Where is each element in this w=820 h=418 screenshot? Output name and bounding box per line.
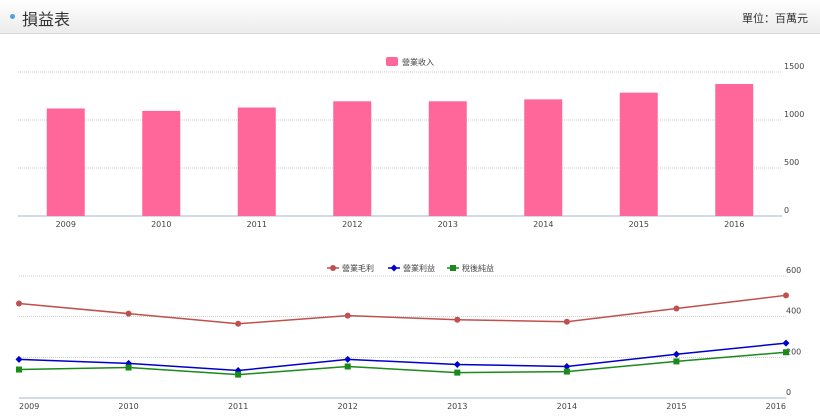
bar-x-tick-label: 2009 bbox=[56, 220, 76, 229]
bar-y-tick-label: 1000 bbox=[784, 110, 804, 119]
revenue-bar bbox=[428, 101, 467, 216]
bar-x-tick-label: 2016 bbox=[724, 220, 744, 229]
operating-income-point bbox=[344, 355, 352, 363]
line-y-tick-label: 400 bbox=[786, 307, 801, 316]
operating-income-point bbox=[672, 350, 680, 358]
gross-profit-legend-label: 營業毛利 bbox=[342, 263, 374, 273]
revenue-bar bbox=[524, 99, 563, 216]
line-x-tick-label: 2009 bbox=[19, 402, 39, 411]
net-income-point bbox=[563, 368, 570, 375]
gross-profit-line bbox=[18, 294, 787, 325]
gross-profit-point bbox=[235, 320, 242, 327]
net-income-point bbox=[454, 369, 461, 376]
line-x-tick-label: 2015 bbox=[666, 402, 686, 411]
gross-profit-point bbox=[783, 292, 789, 299]
gross-profit-point bbox=[125, 310, 132, 317]
bar-x-tick-label: 2010 bbox=[151, 220, 171, 229]
line-x-tick-label: 2014 bbox=[557, 402, 577, 411]
net-income-point bbox=[16, 366, 22, 373]
revenue-bar bbox=[46, 108, 85, 216]
operating-income-point bbox=[782, 339, 790, 347]
gross-profit-legend-marker bbox=[330, 265, 336, 271]
bar-x-tick-label: 2015 bbox=[629, 220, 649, 229]
operating-income-point bbox=[453, 360, 461, 368]
operating-income-legend-marker bbox=[390, 264, 398, 272]
gross-profit-point bbox=[344, 312, 351, 319]
bar-x-tick-label: 2014 bbox=[533, 220, 553, 229]
operating-income-line bbox=[18, 342, 787, 372]
bar-x-tick-label: 2011 bbox=[247, 220, 267, 229]
operating-income-point bbox=[563, 362, 571, 370]
line-x-tick-label: 2010 bbox=[118, 402, 138, 411]
operating-income-point bbox=[15, 355, 23, 363]
gross-profit-point bbox=[454, 316, 461, 323]
revenue-bar bbox=[333, 101, 372, 216]
bar-y-tick-label: 1500 bbox=[784, 62, 804, 71]
net-income-legend-marker bbox=[450, 265, 456, 271]
line-x-tick-label: 2013 bbox=[447, 402, 467, 411]
gross-profit-point bbox=[673, 305, 680, 312]
line-y-tick-label: 600 bbox=[786, 266, 801, 275]
panel-header: 損益表 單位：百萬元 bbox=[0, 0, 820, 34]
gross-profit-point bbox=[16, 300, 22, 307]
net-income-line bbox=[18, 351, 787, 376]
bar-x-tick-label: 2013 bbox=[438, 220, 458, 229]
gross-profit-point bbox=[563, 318, 570, 325]
net-income-point bbox=[783, 349, 789, 356]
revenue-legend-swatch bbox=[386, 57, 398, 66]
operating-income-legend-label: 營業利益 bbox=[403, 263, 435, 273]
revenue-bar bbox=[237, 107, 276, 216]
revenue-legend-label: 營業收入 bbox=[402, 57, 434, 67]
net-income-point bbox=[235, 371, 242, 378]
line-y-tick-label: 0 bbox=[786, 388, 791, 397]
net-income-point bbox=[344, 363, 351, 370]
revenue-bar bbox=[715, 84, 754, 216]
line-x-tick-label: 2016 bbox=[766, 402, 786, 411]
unit-label: 單位：百萬元 bbox=[742, 12, 808, 25]
line-x-tick-label: 2011 bbox=[228, 402, 248, 411]
bar-x-tick-label: 2012 bbox=[342, 220, 362, 229]
line-x-tick-label: 2012 bbox=[338, 402, 358, 411]
line-y-tick-label: 200 bbox=[786, 347, 801, 356]
bar-y-tick-label: 500 bbox=[784, 158, 799, 167]
revenue-bar bbox=[142, 110, 181, 216]
net-income-point bbox=[125, 364, 132, 371]
net-income-legend-label: 稅後純益 bbox=[462, 263, 494, 273]
panel-title: 損益表 bbox=[22, 10, 71, 29]
revenue-bar bbox=[619, 92, 658, 216]
bar-y-tick-label: 0 bbox=[784, 206, 789, 215]
net-income-point bbox=[673, 358, 680, 365]
bullet-dot-icon bbox=[10, 14, 15, 19]
